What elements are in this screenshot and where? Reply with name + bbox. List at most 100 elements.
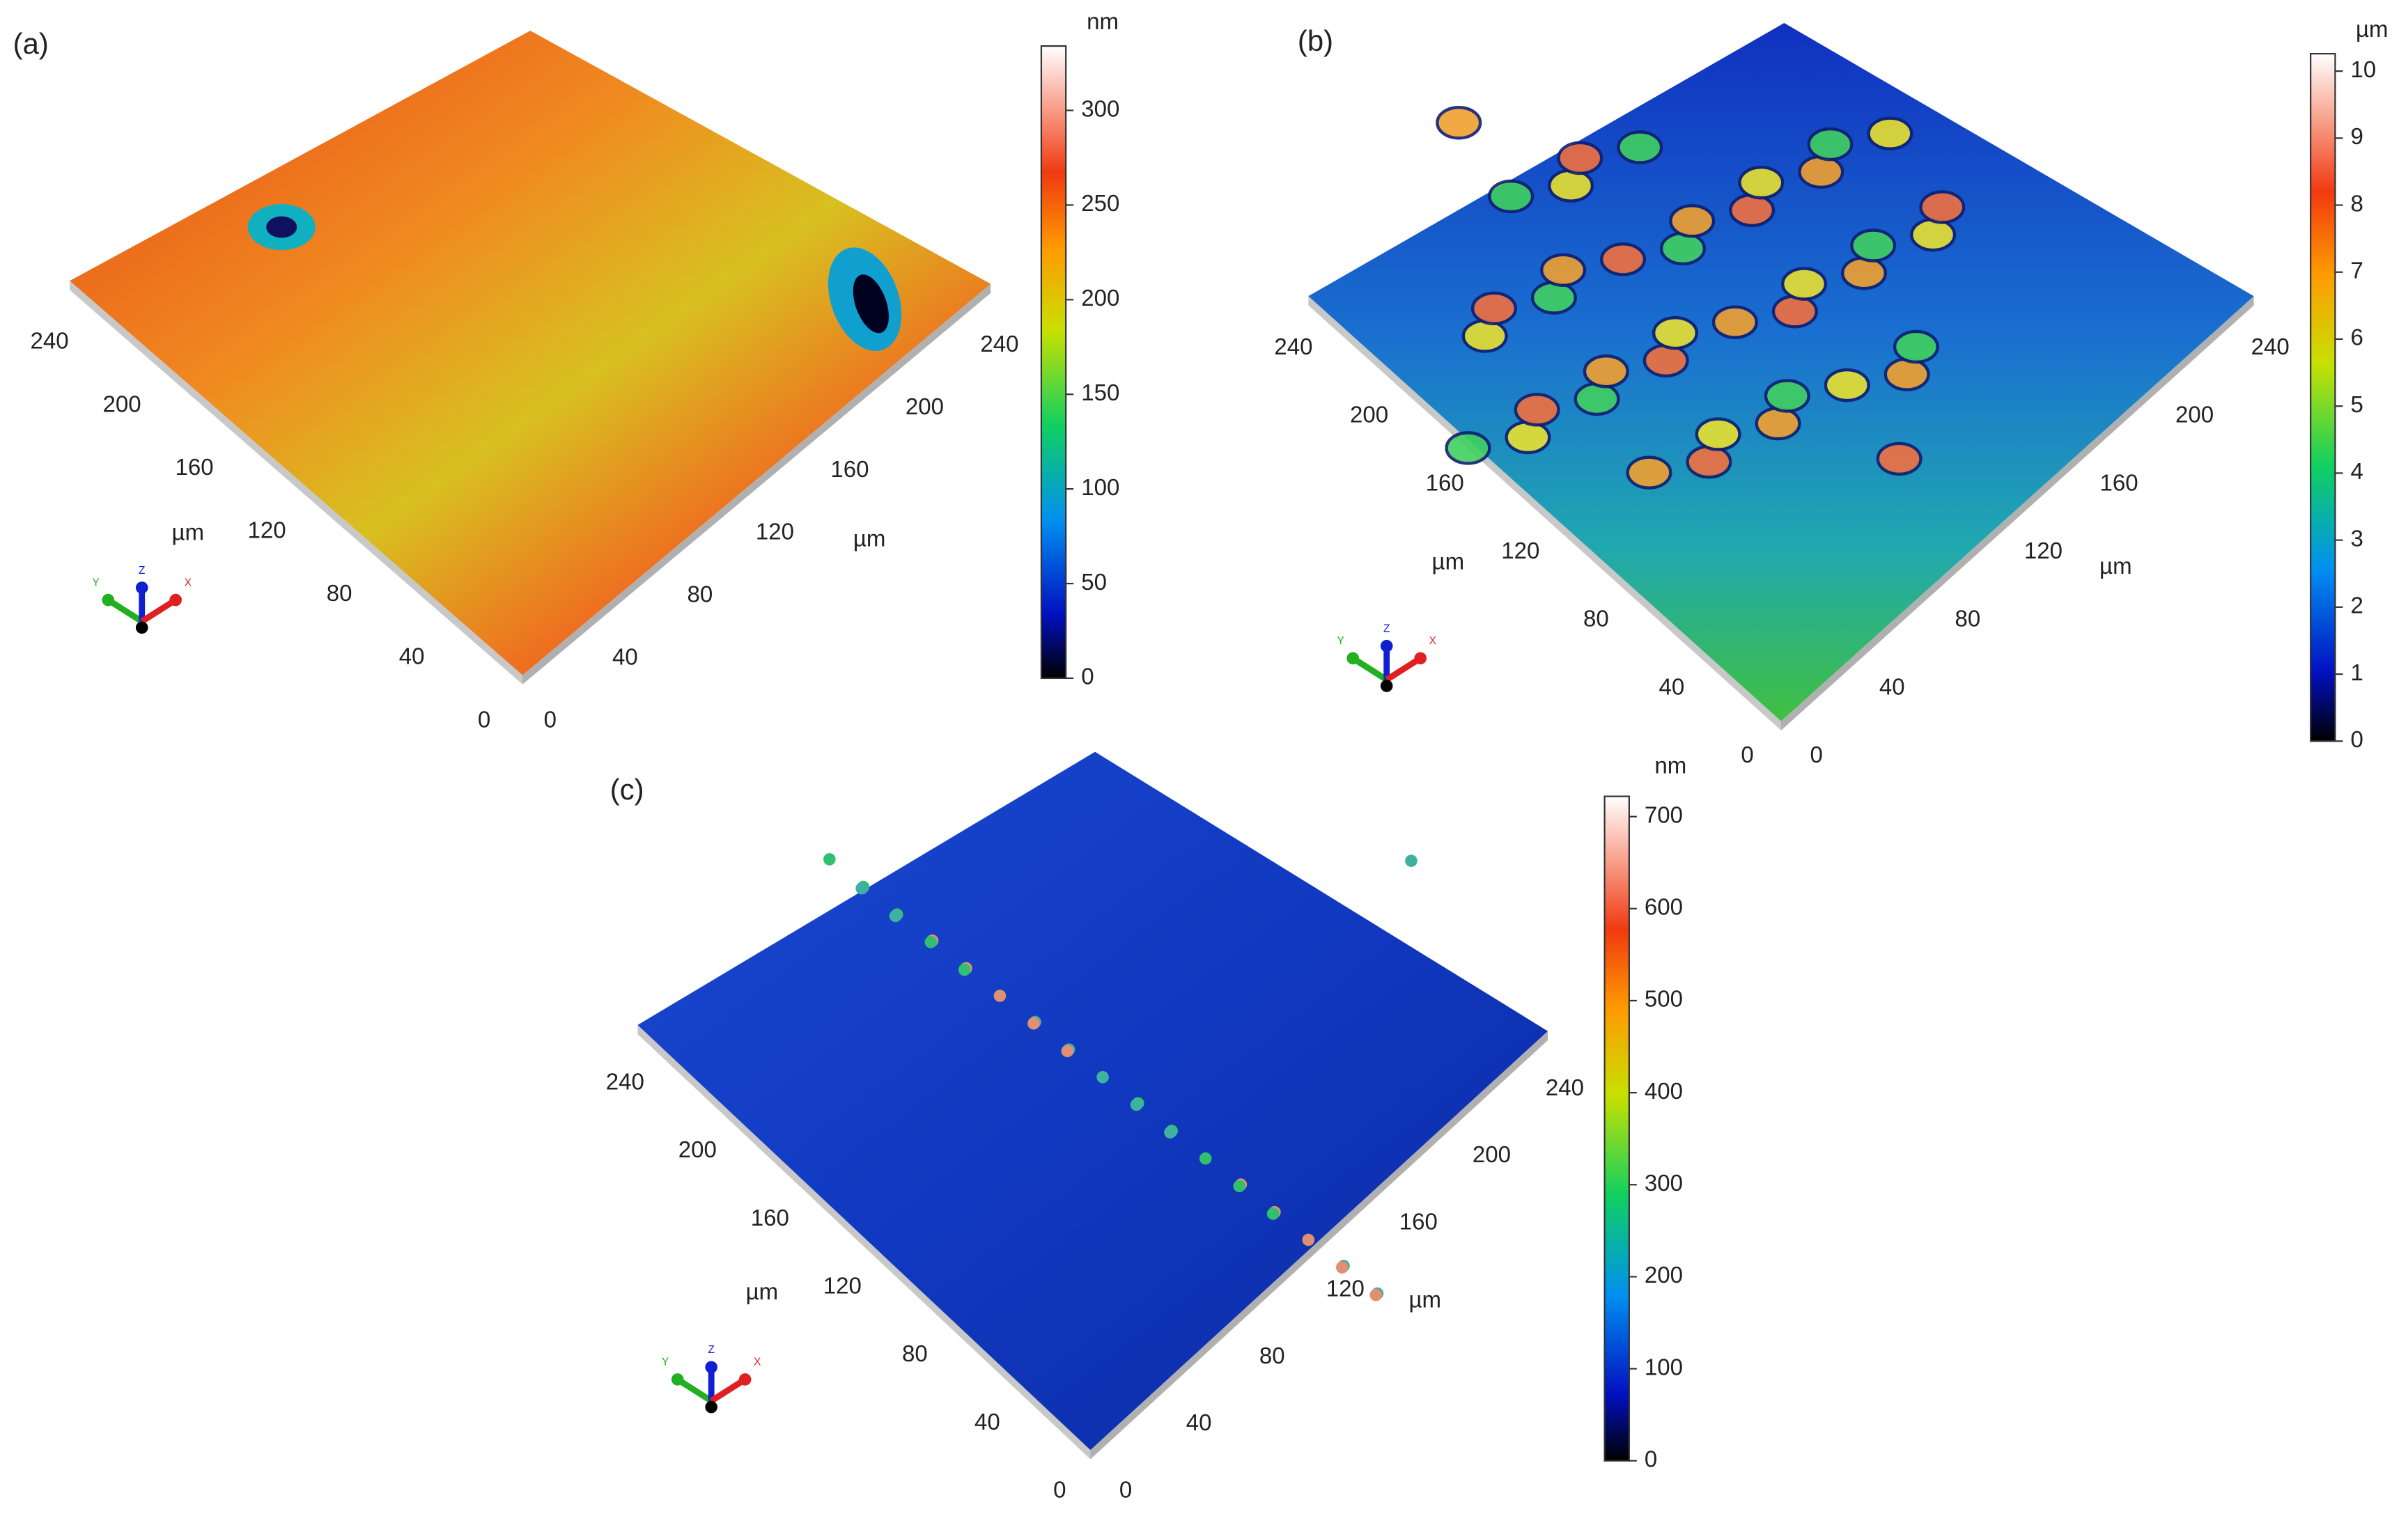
particle — [1233, 1180, 1245, 1193]
colorbar-tick-label: 5 — [2350, 392, 2363, 418]
flake — [1910, 217, 1957, 252]
x-tick-label: 0 — [544, 707, 557, 733]
axis-unit: µm — [1432, 549, 1465, 575]
x-tick-label: 80 — [1955, 607, 1980, 632]
pit — [266, 216, 297, 238]
flake — [1919, 190, 1966, 224]
x-tick-label: 0 — [1810, 742, 1822, 768]
particle — [855, 882, 868, 895]
flake — [1738, 165, 1785, 200]
triad-arrow — [709, 1377, 747, 1404]
panel: (a) 0 40 80 120 160 200 240 0 40 80 120 160 200 240 µm µ… — [13, 9, 1120, 733]
flake — [1617, 130, 1663, 164]
y-tick-label: 40 — [974, 1409, 1000, 1435]
colorbar-unit: nm — [1087, 9, 1119, 35]
y-tick-label: 160 — [1426, 470, 1464, 496]
colorbar-tick-label: 50 — [1081, 570, 1107, 595]
flake — [1755, 406, 1801, 441]
triad-head — [102, 593, 115, 607]
colorbar-tick-label: 100 — [1645, 1354, 1683, 1380]
y-tick-label: 40 — [1659, 674, 1685, 700]
x-tick-label: 80 — [1259, 1343, 1285, 1369]
x-tick-label: 200 — [906, 394, 944, 420]
surface-side — [70, 281, 523, 685]
x-tick-label: 40 — [612, 644, 638, 670]
triad-head — [705, 1361, 718, 1374]
colorbar-tick-label: 6 — [2350, 325, 2363, 351]
flake — [1626, 455, 1672, 490]
triad-origin — [705, 1400, 718, 1414]
y-tick-label: 0 — [478, 707, 490, 733]
flake — [1445, 431, 1491, 465]
flake — [1557, 141, 1603, 175]
colorbar-tick-label: 200 — [1645, 1263, 1683, 1288]
flake — [1840, 256, 1888, 290]
colorbar-tick-label: 8 — [2350, 191, 2363, 217]
triad-arrow — [140, 597, 178, 625]
y-tick-label: 120 — [1501, 538, 1539, 564]
triad-label: Y — [92, 577, 99, 588]
flake — [1824, 368, 1870, 403]
panel-label: (b) — [1298, 24, 1333, 57]
flake — [1850, 228, 1897, 263]
flake — [1876, 441, 1922, 476]
x-tick-label: 40 — [1186, 1410, 1212, 1436]
x-tick-label: 200 — [1473, 1142, 1511, 1168]
pit — [853, 274, 889, 334]
flake — [1436, 106, 1482, 140]
x-tick-label: 240 — [980, 331, 1018, 357]
triad-label: X — [1429, 635, 1436, 647]
flake — [1711, 305, 1758, 339]
y-tick-label: 80 — [902, 1341, 928, 1367]
particle — [1164, 1126, 1176, 1139]
particle — [889, 909, 902, 923]
triad-arrow — [1385, 655, 1422, 682]
particle — [1027, 1017, 1040, 1030]
triad-origin — [135, 621, 148, 634]
triad-head — [738, 1373, 752, 1386]
flake — [1548, 169, 1594, 203]
x-tick-label: 0 — [1119, 1477, 1132, 1503]
colorbar-tick-label: 250 — [1081, 191, 1119, 217]
colorbar-tick-label: 4 — [2350, 459, 2363, 485]
x-tick-label: 160 — [1399, 1209, 1438, 1235]
panel: (c) 0 40 80 120 160 200 240 0 40 80 120 160 200 240 µm µ… — [606, 751, 1686, 1503]
y-tick-label: 80 — [1583, 607, 1609, 632]
flake — [1893, 329, 1939, 364]
x-tick-label: 120 — [2024, 538, 2063, 564]
y-tick-label: 240 — [31, 329, 69, 354]
triad-label: Z — [1383, 623, 1390, 634]
colorbar — [1040, 45, 1067, 680]
axis-unit: µm — [2099, 554, 2132, 579]
y-tick-label: 240 — [1274, 334, 1312, 360]
particle — [924, 936, 938, 948]
panel-label: (a) — [13, 27, 49, 60]
triad-label: Y — [662, 1357, 669, 1368]
surface-side — [1090, 1031, 1548, 1460]
flake — [1867, 116, 1913, 150]
particle — [993, 990, 1007, 1002]
y-tick-label: 200 — [678, 1137, 717, 1163]
triad-head — [1380, 639, 1393, 652]
surface — [70, 31, 991, 675]
x-tick-label: 80 — [688, 582, 713, 608]
colorbar-tick-label: 0 — [2350, 727, 2363, 753]
y-tick-label: 40 — [399, 644, 425, 670]
colorbar-tick-label: 150 — [1081, 380, 1119, 406]
x-tick-label: 40 — [1879, 674, 1905, 700]
x-tick-label: 240 — [1546, 1075, 1584, 1101]
x-tick-label: 240 — [2251, 334, 2290, 360]
y-tick-label: 120 — [823, 1274, 862, 1299]
flake — [1807, 127, 1854, 162]
flake — [1642, 343, 1689, 378]
flake — [1669, 204, 1716, 238]
colorbar-tick-label: 500 — [1645, 987, 1683, 1013]
x-tick-label: 120 — [756, 519, 794, 545]
colorbar-tick-label: 1 — [2350, 660, 2363, 686]
colorbar-tick-label: 400 — [1645, 1079, 1683, 1104]
triad-origin — [1380, 680, 1393, 692]
colorbar-tick-label: 2 — [2350, 593, 2363, 619]
triad-label: Z — [139, 565, 145, 577]
particle — [958, 963, 971, 976]
